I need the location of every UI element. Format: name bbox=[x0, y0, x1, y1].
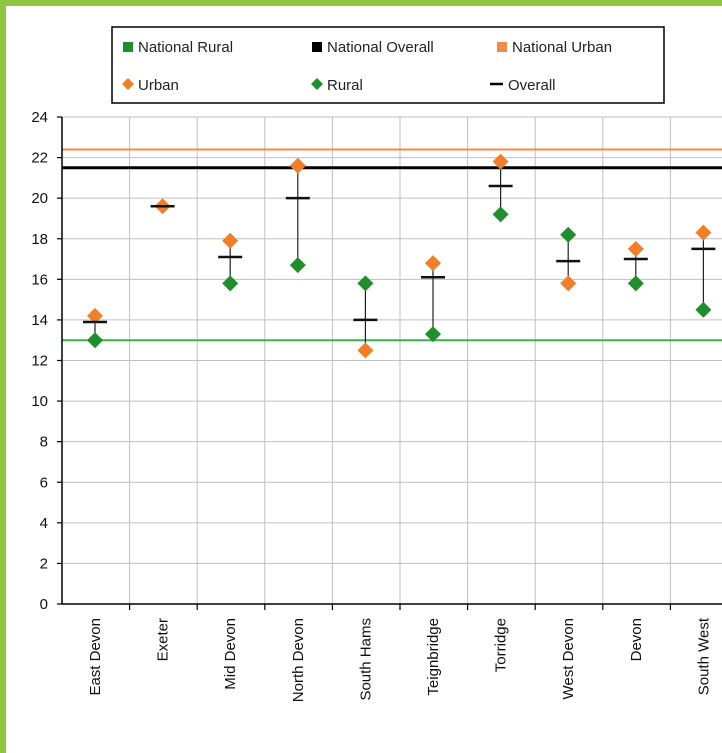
urban-point-north-devon bbox=[289, 157, 306, 174]
category-label-north-devon: North Devon bbox=[290, 618, 307, 702]
rural-point-south-west bbox=[695, 301, 712, 318]
reference-lines bbox=[62, 148, 722, 342]
legend-label-national-urban: National Urban bbox=[512, 39, 612, 56]
urban-point-east-devon bbox=[87, 307, 103, 324]
y-tick-label-2: 2 bbox=[40, 555, 48, 572]
urban-point-south-hams bbox=[357, 342, 374, 359]
category-label-devon: Devon bbox=[628, 618, 645, 661]
urban-point-devon bbox=[627, 240, 644, 257]
category-label-torridge: Torridge bbox=[493, 618, 510, 672]
rural-point-mid-devon bbox=[222, 275, 239, 292]
legend-swatch-national-rural bbox=[123, 42, 133, 52]
rural-point-south-hams bbox=[357, 275, 374, 292]
legend-label-national-overall: National Overall bbox=[327, 39, 434, 56]
category-labels: East Devon Exeter Mid Devon North Devon Sout… bbox=[87, 617, 712, 702]
legend-marker-urban bbox=[122, 78, 134, 90]
range-whiskers bbox=[94, 161, 705, 351]
rural-point-torridge bbox=[492, 206, 509, 223]
urban-point-west-devon bbox=[560, 275, 577, 292]
y-tick-label-16: 16 bbox=[31, 271, 48, 288]
category-label-south-west: South West bbox=[695, 617, 712, 695]
category-label-exeter: Exeter bbox=[155, 618, 172, 661]
category-label-west-devon: West Devon bbox=[560, 618, 577, 699]
y-tick-label-4: 4 bbox=[40, 515, 48, 532]
category-label-mid-devon: Mid Devon bbox=[222, 618, 239, 690]
y-tick-label-22: 22 bbox=[31, 150, 48, 167]
y-tick-label-8: 8 bbox=[40, 434, 48, 451]
rural-point-west-devon bbox=[560, 226, 577, 243]
legend: National Rural National Overall National… bbox=[111, 26, 665, 104]
y-tick-label-14: 14 bbox=[31, 312, 48, 329]
legend-label-urban: Urban bbox=[138, 77, 179, 94]
y-tick-label-24: 24 bbox=[31, 109, 48, 126]
category-label-east-devon: East Devon bbox=[87, 618, 104, 696]
legend-label-national-rural: National Rural bbox=[138, 39, 233, 56]
urban-point-torridge bbox=[492, 153, 509, 170]
axes bbox=[57, 116, 722, 610]
urban-point-south-west bbox=[695, 224, 712, 241]
y-tick-label-0: 0 bbox=[40, 596, 48, 613]
plot-grid bbox=[62, 116, 722, 605]
y-tick-label-12: 12 bbox=[31, 353, 48, 370]
category-label-teignbridge: Teignbridge bbox=[425, 618, 442, 696]
legend-box bbox=[111, 26, 665, 104]
legend-marker-rural bbox=[311, 78, 323, 90]
legend-swatch-national-overall bbox=[312, 42, 322, 52]
legend-label-overall: Overall bbox=[508, 77, 556, 94]
rural-point-devon bbox=[627, 275, 644, 292]
urban-point-mid-devon bbox=[222, 232, 239, 249]
y-tick-label-6: 6 bbox=[40, 474, 48, 491]
legend-label-rural: Rural bbox=[327, 77, 363, 94]
rural-point-east-devon bbox=[87, 332, 103, 349]
rural-point-teignbridge bbox=[425, 326, 441, 343]
rural-point-north-devon bbox=[289, 257, 306, 274]
legend-swatch-national-urban bbox=[497, 42, 507, 52]
category-label-south-hams: South Hams bbox=[357, 618, 374, 701]
y-tick-label-20: 20 bbox=[31, 190, 48, 207]
urban-point-teignbridge bbox=[425, 255, 441, 272]
y-tick-label-10: 10 bbox=[31, 393, 48, 410]
y-tick-label-18: 18 bbox=[31, 231, 48, 248]
data-markers bbox=[83, 153, 716, 359]
